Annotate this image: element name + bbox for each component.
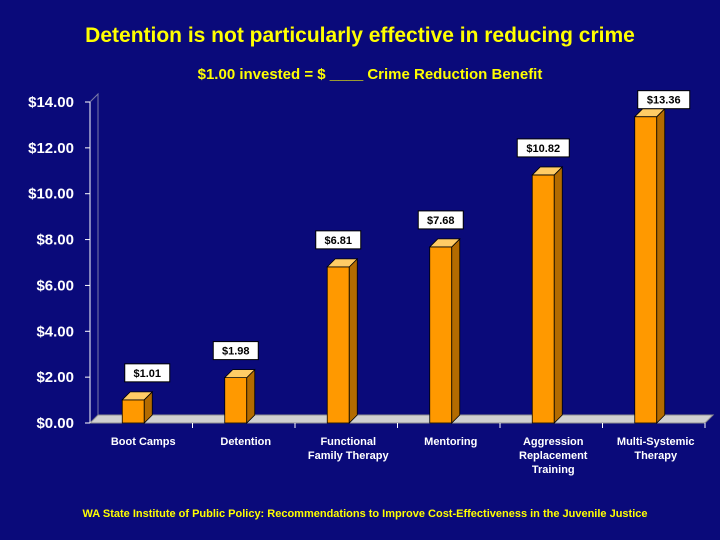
x-tick-label: Therapy [634, 450, 678, 462]
data-label-text: $10.82 [526, 143, 560, 155]
data-label-box [417, 210, 464, 230]
slide-title: Detention is not particularly effective … [85, 24, 635, 47]
data-label-text: $1.01 [133, 368, 161, 380]
data-label: $6.81 [315, 230, 362, 250]
data-label: $7.68 [417, 210, 464, 230]
y-tick-label: $4.00 [36, 323, 74, 340]
data-labels: $1.01 $1.98 $6.81 $7.68 $10.82 $13.36 [124, 90, 691, 383]
bar-side [451, 237, 461, 424]
y-tick-label: $12.00 [28, 140, 74, 157]
data-label-box [637, 90, 691, 110]
x-tick-label: Boot Camps [111, 436, 176, 448]
data-label: $1.98 [212, 341, 259, 361]
bar-side [348, 257, 358, 424]
data-label-box [124, 363, 171, 383]
x-tick-label: Family Therapy [308, 450, 390, 462]
x-tick-label: Functional [320, 436, 376, 448]
bar-top [326, 258, 359, 268]
floor [88, 414, 715, 424]
bar-front [429, 246, 453, 424]
data-label: $1.01 [124, 363, 171, 383]
bar-front [224, 377, 248, 424]
y-tick-label: $14.00 [28, 94, 74, 111]
plot-area [88, 92, 715, 424]
bar-front [634, 116, 658, 424]
data-label-box [516, 138, 570, 158]
bar [531, 165, 564, 424]
bar-front [121, 399, 145, 424]
bar [633, 107, 666, 424]
bar-side [656, 107, 666, 424]
y-tick-label: $2.00 [36, 369, 74, 386]
x-tick-label: Mentoring [424, 436, 477, 448]
x-tick-label: Aggression [523, 436, 584, 448]
source-footer: WA State Institute of Public Policy: Rec… [82, 508, 648, 520]
bar-side [246, 368, 256, 424]
x-tick-label: Detention [220, 436, 271, 448]
data-label-box [315, 230, 362, 250]
data-label-text: $6.81 [324, 235, 352, 247]
bar-front [326, 266, 350, 424]
y-tick-label: $6.00 [36, 277, 74, 294]
chart-title: $1.00 invested = $ ____ Crime Reduction … [197, 66, 543, 83]
data-label-box [212, 341, 259, 361]
y-tick-label: $0.00 [36, 415, 74, 432]
bar-top [531, 166, 564, 176]
back-wall [89, 92, 99, 423]
y-axis: $0.00 $2.00 $4.00 $6.00 $8.00 $10.00 $12.00 $14… [28, 94, 90, 432]
data-label-text: $1.98 [222, 346, 250, 358]
bar-front [531, 174, 555, 424]
y-tick-label: $8.00 [36, 232, 74, 249]
bar-top [121, 391, 154, 401]
x-tick-label: Multi-Systemic [617, 436, 695, 448]
y-tick-label: $10.00 [28, 186, 74, 203]
bar-side [553, 165, 563, 424]
bar [326, 257, 359, 424]
data-label-text: $7.68 [427, 215, 455, 227]
bars [121, 107, 666, 424]
data-label-text: $13.36 [647, 95, 681, 107]
bar [121, 390, 154, 424]
x-axis: Boot Camps Detention Functional Family Ther… [111, 423, 706, 476]
bar [428, 237, 461, 424]
data-label: $13.36 [637, 90, 691, 110]
x-tick-label: Replacement [519, 450, 588, 462]
bar-top [223, 369, 256, 379]
x-tick-label: Training [532, 464, 575, 476]
data-label: $10.82 [516, 138, 570, 158]
bar-top [428, 238, 461, 248]
bar [223, 368, 256, 424]
